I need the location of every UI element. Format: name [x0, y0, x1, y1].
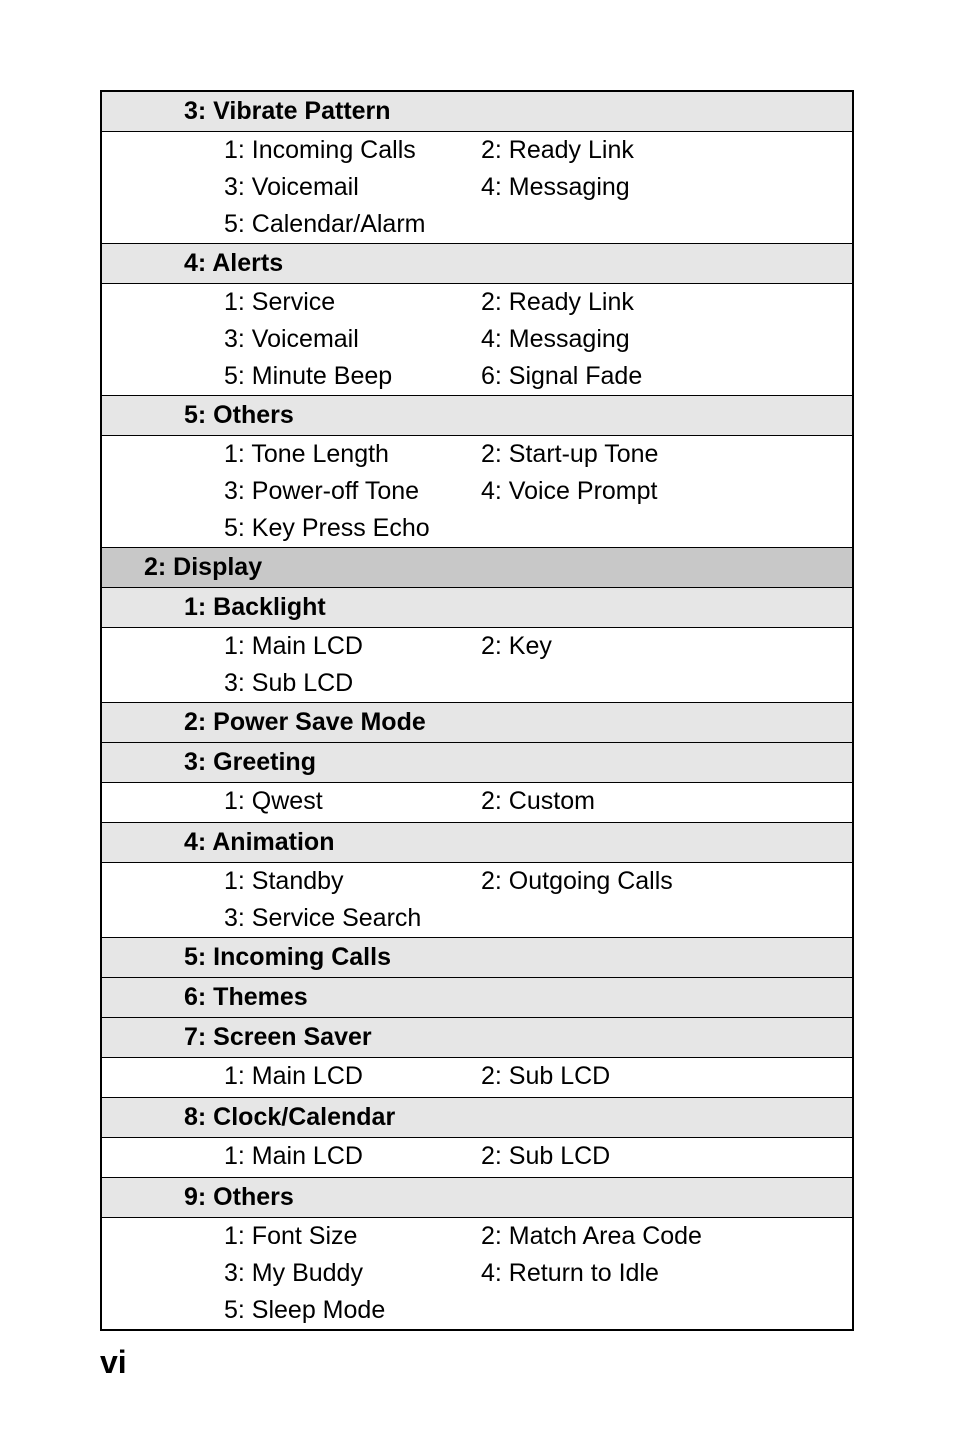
header-label: 3: Vibrate Pattern [102, 92, 852, 131]
header-label: 4: Animation [102, 823, 852, 862]
item-line: 3: Power-off Tone4: Voice Prompt [102, 473, 852, 510]
section-header-l2: 9: Others [102, 1178, 852, 1218]
item-right: 6: Signal Fade [477, 362, 852, 391]
section-header-l2: 3: Greeting [102, 743, 852, 783]
item-group: 1: Standby2: Outgoing Calls3: Service Se… [102, 863, 852, 938]
page-number: vi [100, 1344, 127, 1381]
item-line: 5: Calendar/Alarm [102, 206, 852, 243]
item-left: 3: Sub LCD [102, 669, 477, 698]
section-header-l1: 2: Display [102, 548, 852, 588]
item-group: 1: Tone Length2: Start-up Tone3: Power-o… [102, 436, 852, 548]
page-content: 3: Vibrate Pattern1: Incoming Calls2: Re… [0, 0, 954, 1331]
item-right [477, 904, 852, 933]
header-label: 3: Greeting [102, 743, 852, 782]
header-label: 8: Clock/Calendar [102, 1098, 852, 1137]
item-left: 3: Power-off Tone [102, 477, 477, 506]
item-right: 2: Outgoing Calls [477, 867, 852, 896]
item-left: 1: Main LCD [102, 1142, 477, 1171]
item-left: 1: Main LCD [102, 632, 477, 661]
item-right [477, 669, 852, 698]
section-header-l2: 8: Clock/Calendar [102, 1098, 852, 1138]
header-label: 1: Backlight [102, 588, 852, 627]
item-line: 1: Tone Length2: Start-up Tone [102, 436, 852, 473]
section-header-l2: 3: Vibrate Pattern [102, 92, 852, 132]
item-left: 5: Calendar/Alarm [102, 210, 477, 239]
header-label: 5: Others [102, 396, 852, 435]
item-line: 1: Standby2: Outgoing Calls [102, 863, 852, 900]
item-right: 2: Start-up Tone [477, 440, 852, 469]
item-line: 1: Main LCD2: Key [102, 628, 852, 665]
item-right: 2: Key [477, 632, 852, 661]
header-label: 4: Alerts [102, 244, 852, 283]
item-right: 2: Sub LCD [477, 1142, 852, 1171]
item-line: 1: Incoming Calls2: Ready Link [102, 132, 852, 169]
item-left: 1: Qwest [102, 787, 477, 816]
header-label: 2: Power Save Mode [102, 703, 852, 742]
item-group: 1: Service2: Ready Link3: Voicemail4: Me… [102, 284, 852, 396]
header-label: 5: Incoming Calls [102, 938, 852, 977]
item-right: 2: Custom [477, 787, 852, 816]
item-left: 3: My Buddy [102, 1259, 477, 1288]
item-right [477, 210, 852, 239]
item-left: 1: Main LCD [102, 1062, 477, 1091]
item-line: 1: Service2: Ready Link [102, 284, 852, 321]
item-left: 1: Tone Length [102, 440, 477, 469]
section-header-l2: 5: Others [102, 396, 852, 436]
item-line: 1: Font Size2: Match Area Code [102, 1218, 852, 1255]
item-group: 1: Main LCD2: Sub LCD [102, 1058, 852, 1098]
item-group: 1: Qwest2: Custom [102, 783, 852, 823]
section-header-l2: 1: Backlight [102, 588, 852, 628]
item-left: 1: Standby [102, 867, 477, 896]
item-group: 1: Main LCD2: Key3: Sub LCD [102, 628, 852, 703]
item-left: 5: Sleep Mode [102, 1296, 477, 1325]
header-label: 7: Screen Saver [102, 1018, 852, 1057]
section-header-l2: 2: Power Save Mode [102, 703, 852, 743]
item-right: 2: Ready Link [477, 288, 852, 317]
item-group: 1: Font Size2: Match Area Code3: My Budd… [102, 1218, 852, 1329]
item-group: 1: Main LCD2: Sub LCD [102, 1138, 852, 1178]
item-line: 1: Main LCD2: Sub LCD [102, 1058, 852, 1095]
item-right: 4: Messaging [477, 173, 852, 202]
header-label: 6: Themes [102, 978, 852, 1017]
item-left: 1: Incoming Calls [102, 136, 477, 165]
item-line: 3: Voicemail4: Messaging [102, 321, 852, 358]
item-left: 3: Voicemail [102, 325, 477, 354]
item-right: 2: Ready Link [477, 136, 852, 165]
item-left: 3: Voicemail [102, 173, 477, 202]
item-line: 1: Main LCD2: Sub LCD [102, 1138, 852, 1175]
item-left: 5: Key Press Echo [102, 514, 477, 543]
item-right [477, 514, 852, 543]
item-group: 1: Incoming Calls2: Ready Link3: Voicema… [102, 132, 852, 244]
item-line: 5: Key Press Echo [102, 510, 852, 547]
item-right: 4: Messaging [477, 325, 852, 354]
menu-table: 3: Vibrate Pattern1: Incoming Calls2: Re… [100, 90, 854, 1331]
item-left: 5: Minute Beep [102, 362, 477, 391]
item-left: 1: Font Size [102, 1222, 477, 1251]
section-header-l2: 4: Alerts [102, 244, 852, 284]
item-right: 4: Return to Idle [477, 1259, 852, 1288]
section-header-l2: 4: Animation [102, 823, 852, 863]
header-label: 2: Display [102, 548, 852, 587]
item-line: 3: Voicemail4: Messaging [102, 169, 852, 206]
header-label: 9: Others [102, 1178, 852, 1217]
section-header-l2: 6: Themes [102, 978, 852, 1018]
item-line: 3: Service Search [102, 900, 852, 937]
item-right: 4: Voice Prompt [477, 477, 852, 506]
item-line: 5: Minute Beep6: Signal Fade [102, 358, 852, 395]
item-line: 5: Sleep Mode [102, 1292, 852, 1329]
item-line: 3: Sub LCD [102, 665, 852, 702]
item-right: 2: Sub LCD [477, 1062, 852, 1091]
item-right [477, 1296, 852, 1325]
item-right: 2: Match Area Code [477, 1222, 852, 1251]
section-header-l2: 5: Incoming Calls [102, 938, 852, 978]
item-line: 1: Qwest2: Custom [102, 783, 852, 820]
item-left: 3: Service Search [102, 904, 477, 933]
item-left: 1: Service [102, 288, 477, 317]
item-line: 3: My Buddy4: Return to Idle [102, 1255, 852, 1292]
section-header-l2: 7: Screen Saver [102, 1018, 852, 1058]
